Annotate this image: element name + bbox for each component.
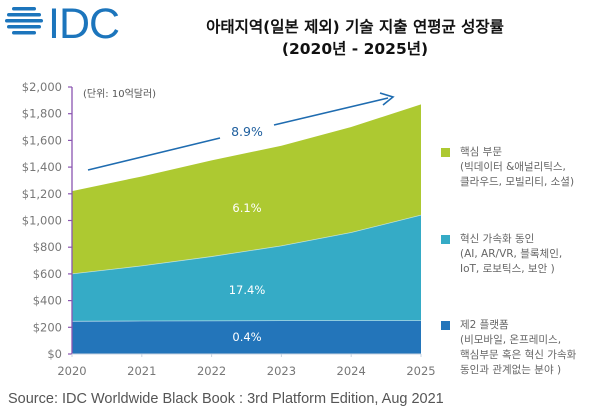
x-tick-label: 2024 xyxy=(337,364,366,378)
x-tick-label: 2021 xyxy=(127,364,156,378)
y-tick-label: $1,200 xyxy=(22,187,62,201)
x-tick-label: 2023 xyxy=(267,364,296,378)
x-tick-label: 2022 xyxy=(197,364,226,378)
area-series-2 xyxy=(72,104,421,274)
area-series-0 xyxy=(72,320,421,354)
chart-title: 아태지역(일본 제외) 기술 지출 연평균 성장률 (2020년 - 2025년… xyxy=(140,16,570,60)
legend-item: 혁신 가속화 동인 (AI, AR/VR, 블록체인, IoT, 로보틱스, 보안 … xyxy=(441,232,562,277)
area-boundary-1 xyxy=(71,214,422,275)
growth-arrow-segment-2 xyxy=(273,97,389,126)
legend-label-line: 클라우드, 모빌리티, 소셜) xyxy=(460,176,575,188)
y-tick-label: $200 xyxy=(33,320,62,334)
unit-note: (단위: 10억달러) xyxy=(83,89,157,100)
cagr-label-series-1: 17.4% xyxy=(229,283,266,297)
y-tick-label: $400 xyxy=(33,294,62,308)
y-tick-label: $1,600 xyxy=(22,133,62,147)
area-boundary-0 xyxy=(71,320,421,322)
legend-label-line: 핵심 부문 xyxy=(460,146,502,158)
y-tick-label: $800 xyxy=(33,240,62,254)
legend-label-line: IoT, 로보틱스, 보안 ) xyxy=(460,263,555,275)
legend-label-line: 핵심부문 혹은 혁신 가속화 xyxy=(460,349,577,361)
y-tick-label: $1,000 xyxy=(22,214,62,228)
growth-arrow-head-icon xyxy=(379,92,395,106)
legend-item: 핵심 부문 (빅데이터 &애널리틱스, 클라우드, 모빌리티, 소셜) xyxy=(441,145,574,190)
logo-text: IDC xyxy=(48,0,120,48)
y-tick-label: $1,800 xyxy=(22,107,62,121)
legend-label-line: 동인과 관계없는 분야 ) xyxy=(460,364,562,376)
stacked-area-chart: $0 $200 $400 $600 $800 $1,000 $1,200 $1,400 $1,6… xyxy=(22,80,436,378)
legend-swatch xyxy=(441,148,450,157)
y-tick-label: $2,000 xyxy=(22,80,62,94)
cagr-label-series-2: 6.1% xyxy=(232,201,261,215)
chart-title-line1: 아태지역(일본 제외) 기술 지출 연평균 성장률 xyxy=(206,18,504,36)
growth-arrow-segment-1 xyxy=(87,137,221,171)
x-tick-label: 2020 xyxy=(57,364,86,378)
y-tick-label: $0 xyxy=(47,347,62,361)
legend-label-line: (AI, AR/VR, 블록체인, xyxy=(460,248,563,260)
idc-logo: IDC xyxy=(4,0,128,48)
legend-label-line: (빅데이터 &애널리틱스, xyxy=(460,161,566,173)
cagr-label-series-0: 0.4% xyxy=(232,330,261,344)
y-tick-label: $1,400 xyxy=(22,160,62,174)
x-tick-label: 2025 xyxy=(406,364,435,378)
legend-label-line: 혁신 가속화 동인 xyxy=(460,233,535,245)
total-cagr-label: 8.9% xyxy=(231,124,263,139)
y-tick-label: $600 xyxy=(33,267,62,281)
legend-label-line: (비모바일, 온프레미스, xyxy=(460,334,562,346)
source-note: Source: IDC Worldwide Black Book : 3rd P… xyxy=(8,391,444,407)
idc-globe-icon xyxy=(5,7,43,35)
chart-title-line2: (2020년 - 2025년) xyxy=(281,40,429,58)
legend-label-line: 제2 플랫폼 xyxy=(460,319,509,331)
legend-swatch xyxy=(441,235,450,244)
area-series-1 xyxy=(72,215,421,322)
legend-swatch xyxy=(441,321,450,330)
